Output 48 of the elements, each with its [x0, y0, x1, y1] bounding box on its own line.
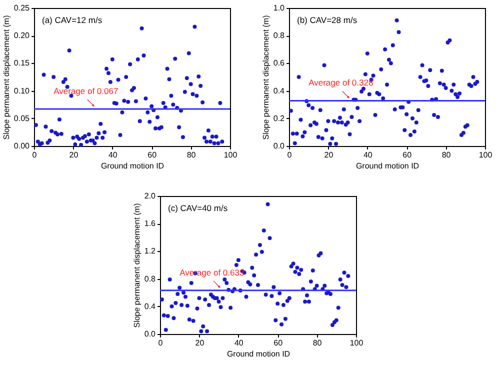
y-tick-label: 0.4 — [144, 302, 156, 311]
y-tick-label: 0.8 — [273, 31, 286, 40]
y-tick-label: 2.0 — [144, 192, 156, 200]
x-tick-label: 0 — [158, 338, 163, 348]
y-tick-label: 0.0 — [144, 330, 156, 338]
y-tick-label: 0.05 — [14, 114, 30, 123]
ref-line-label: Average of 0.067 — [54, 86, 118, 96]
x-tick-label: 80 — [442, 150, 452, 160]
text: (a) CAV=12 m/s — [42, 15, 102, 25]
x-tick-label: 80 — [312, 338, 322, 348]
y-tick-label: 1.2 — [144, 246, 156, 256]
x-tick-label: 60 — [148, 150, 158, 160]
ref-line-label: Average of 0.328 — [308, 78, 374, 88]
x-tick-label: 0 — [32, 150, 38, 160]
y-tick-label: 0.4 — [273, 86, 286, 96]
x-tick-label: 20 — [194, 338, 204, 348]
y-tick-label: 0.0 — [273, 142, 286, 150]
x-tick-label: 40 — [108, 150, 118, 160]
x-tick-label: 20 — [324, 150, 334, 160]
y-tick-label: 1.0 — [273, 4, 286, 12]
y-tick-label: 0.20 — [14, 31, 30, 40]
x-tick-label: 100 — [478, 150, 493, 160]
x-tick-label: 40 — [363, 150, 373, 160]
y-tick-label: 0.10 — [14, 86, 30, 96]
text: (c) CAV=40 m/s — [168, 203, 228, 213]
y-axis-title: Slope permanent displacement (m) — [2, 14, 11, 140]
x-axis-title: Ground motion ID — [356, 162, 420, 170]
x-tick-label: 80 — [186, 150, 196, 160]
x-tick-label: 0 — [287, 150, 292, 160]
y-axis-title: Slope permanent displacement (m) — [261, 14, 270, 140]
x-axis-title: Ground motion ID — [226, 350, 290, 358]
y-tick-label: 0.25 — [14, 4, 30, 12]
x-tick-label: 40 — [234, 338, 244, 348]
y-tick-label: 0.15 — [14, 58, 30, 68]
y-axis-title: Slope permanent displacement (m) — [132, 202, 141, 328]
x-tick-label: 20 — [69, 150, 79, 160]
text: (b) CAV=28 m/s — [297, 15, 358, 25]
x-tick-label: 100 — [349, 338, 364, 348]
y-tick-label: 0.8 — [144, 274, 156, 284]
y-tick-label: 0.2 — [273, 114, 286, 123]
y-tick-label: 0.6 — [273, 58, 286, 68]
ref-line-label: Average of 0.633 — [179, 267, 244, 278]
x-axis-title: Ground motion ID — [100, 162, 164, 170]
x-tick-label: 60 — [273, 338, 283, 348]
y-tick-label: 0.00 — [14, 142, 30, 150]
y-tick-label: 1.6 — [144, 219, 156, 228]
x-tick-label: 100 — [224, 150, 238, 160]
x-tick-label: 60 — [402, 150, 412, 160]
